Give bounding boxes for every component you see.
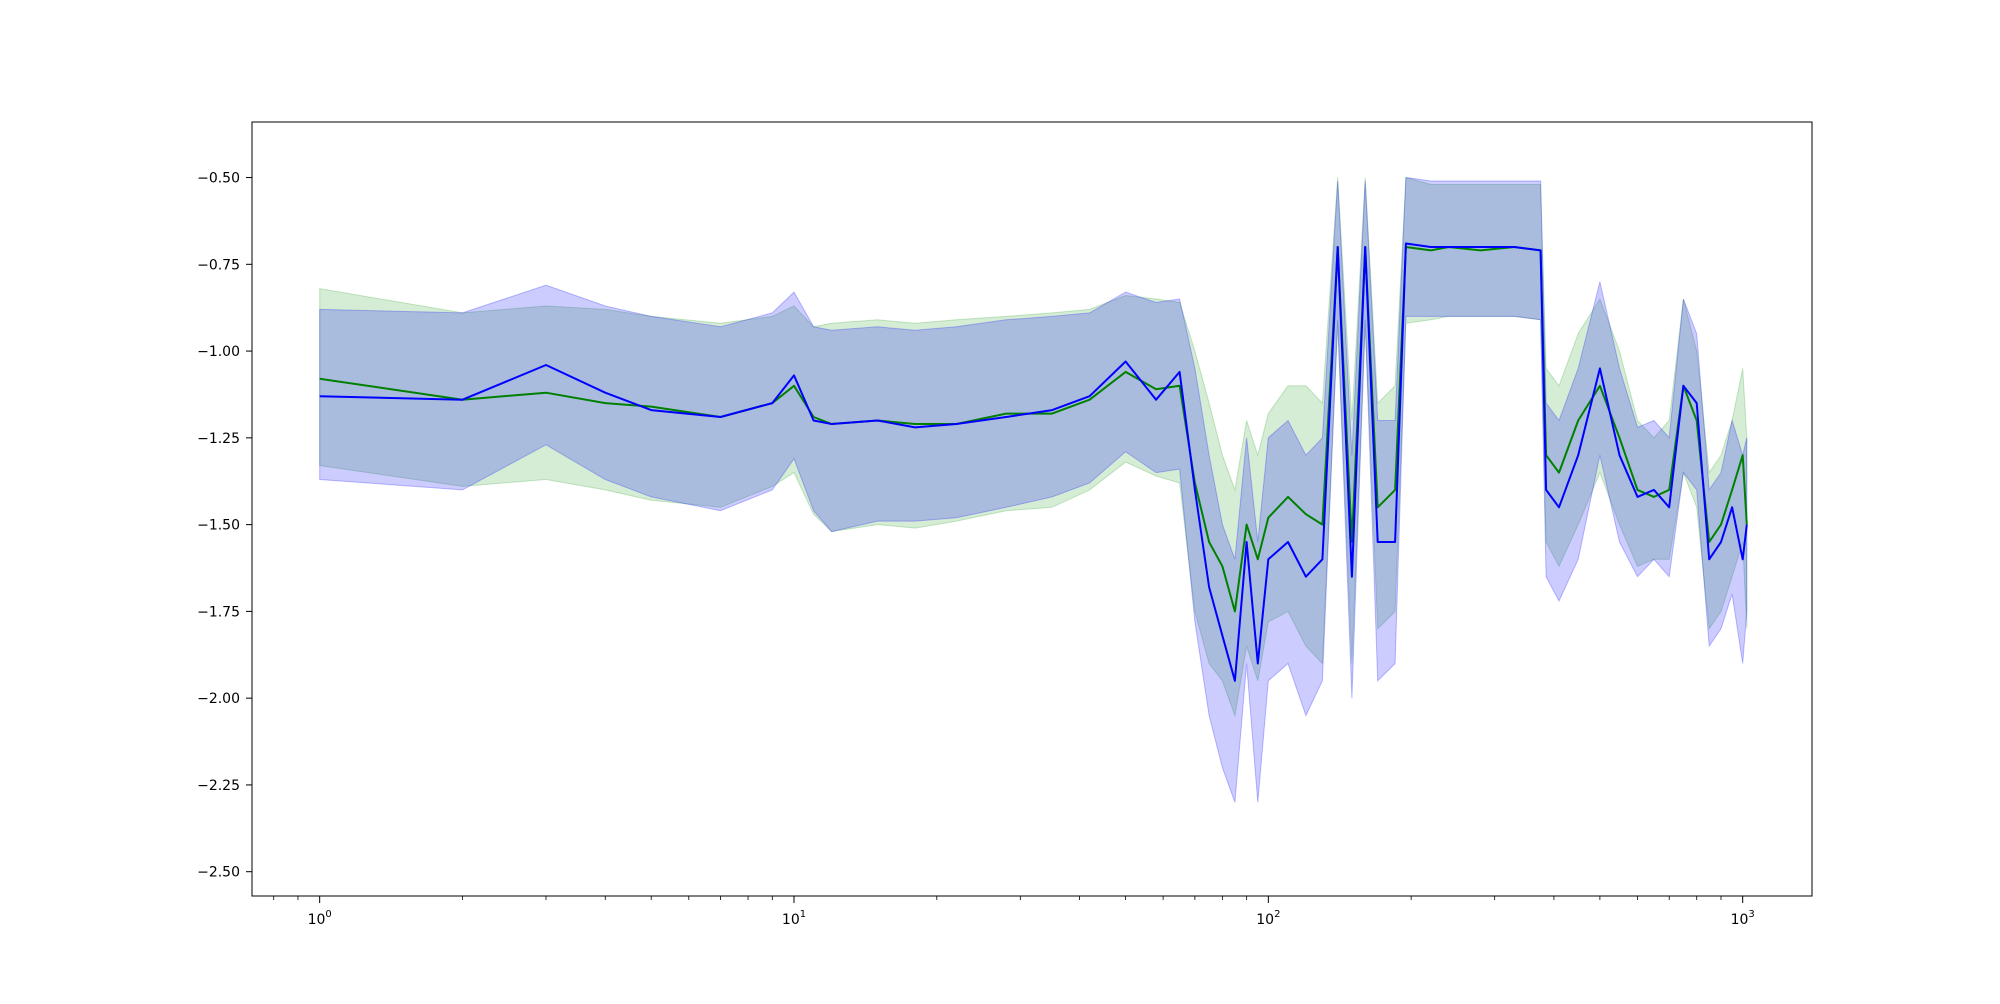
x-tick-label: 103 bbox=[1731, 909, 1755, 928]
series-line-2 bbox=[319, 242, 1748, 682]
confidence-bands bbox=[319, 176, 1748, 803]
y-tick-label: −0.75 bbox=[197, 257, 240, 273]
series-band-1 bbox=[319, 176, 1748, 718]
y-tick-label: −1.25 bbox=[197, 431, 240, 447]
y-tick-label: −0.50 bbox=[197, 171, 240, 187]
x-axis: 100 101 102 103 bbox=[273, 896, 1755, 928]
series-band-2 bbox=[319, 176, 1748, 803]
y-tick-label: −1.75 bbox=[197, 604, 240, 620]
y-tick-label: −2.00 bbox=[197, 691, 240, 707]
plot-frame bbox=[251, 121, 1813, 897]
y-axis: −0.50 −0.75 −1.00 −1.25 −1.50 −1.75 −2.00 −2.25… bbox=[197, 171, 252, 881]
y-tick-label: −1.50 bbox=[197, 518, 240, 534]
series-lines bbox=[319, 242, 1748, 682]
y-tick-label: −2.25 bbox=[197, 778, 240, 794]
x-tick-label: 100 bbox=[308, 909, 332, 928]
y-tick-label: −2.50 bbox=[197, 865, 240, 881]
x-tick-label: 102 bbox=[1256, 909, 1280, 928]
x-tick-label: 101 bbox=[782, 909, 806, 928]
y-tick-label: −1.00 bbox=[197, 344, 240, 360]
